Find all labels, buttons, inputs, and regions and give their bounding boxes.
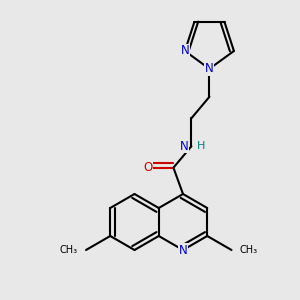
Text: H: H — [196, 141, 205, 151]
Text: N: N — [181, 44, 189, 58]
Text: N: N — [205, 62, 214, 75]
Text: N: N — [180, 140, 188, 153]
Text: N: N — [178, 244, 188, 256]
Text: O: O — [144, 161, 153, 174]
Text: CH₃: CH₃ — [60, 245, 78, 255]
Text: CH₃: CH₃ — [239, 245, 258, 255]
